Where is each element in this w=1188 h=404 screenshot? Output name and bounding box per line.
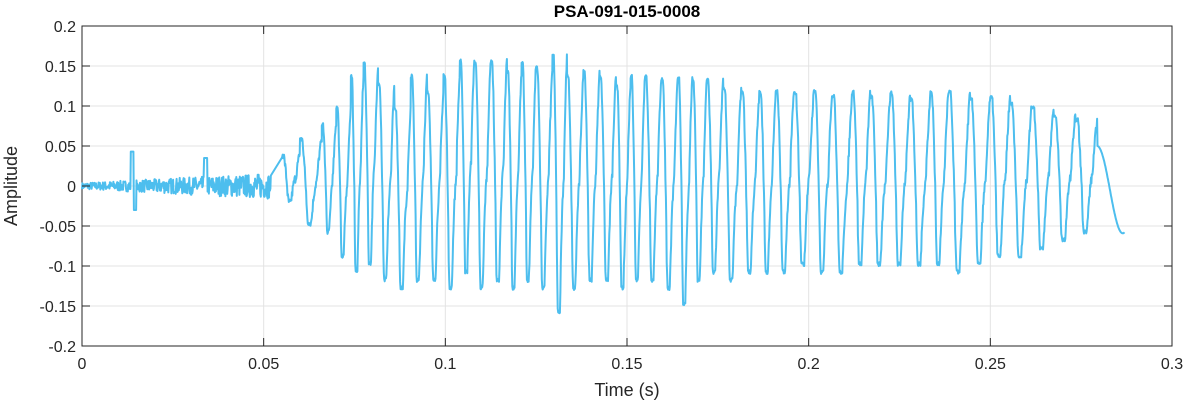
x-tick-label: 0.15 bbox=[611, 356, 642, 373]
y-tick-label: -0.1 bbox=[48, 259, 76, 276]
y-axis-ticks: -0.2 -0.15 -0.1 -0.05 0 0.05 0.1 0.15 0.2 bbox=[40, 19, 1172, 356]
y-tick-label: 0 bbox=[67, 179, 76, 196]
chart-title: PSA-091-015-0008 bbox=[554, 2, 700, 21]
y-axis-label: Amplitude bbox=[1, 146, 21, 226]
y-tick-label: 0.2 bbox=[54, 19, 76, 36]
y-tick-label: -0.15 bbox=[40, 299, 77, 316]
x-tick-label: 0.25 bbox=[975, 356, 1006, 373]
y-tick-label: 0.05 bbox=[45, 139, 76, 156]
y-tick-label: 0.15 bbox=[45, 59, 76, 76]
x-axis-ticks: 0 0.05 0.1 0.15 0.2 0.25 0.3 bbox=[78, 26, 1183, 373]
x-tick-label: 0 bbox=[78, 356, 87, 373]
x-tick-label: 0.2 bbox=[798, 356, 820, 373]
y-tick-label: -0.05 bbox=[40, 219, 77, 236]
x-axis-label: Time (s) bbox=[594, 380, 659, 400]
waveform-series-line bbox=[81, 53, 1126, 315]
y-tick-label: 0.1 bbox=[54, 99, 76, 116]
x-tick-label: 0.3 bbox=[1161, 356, 1183, 373]
x-tick-label: 0.05 bbox=[248, 356, 279, 373]
x-tick-label: 0.1 bbox=[434, 356, 456, 373]
y-tick-label: -0.2 bbox=[48, 339, 76, 356]
